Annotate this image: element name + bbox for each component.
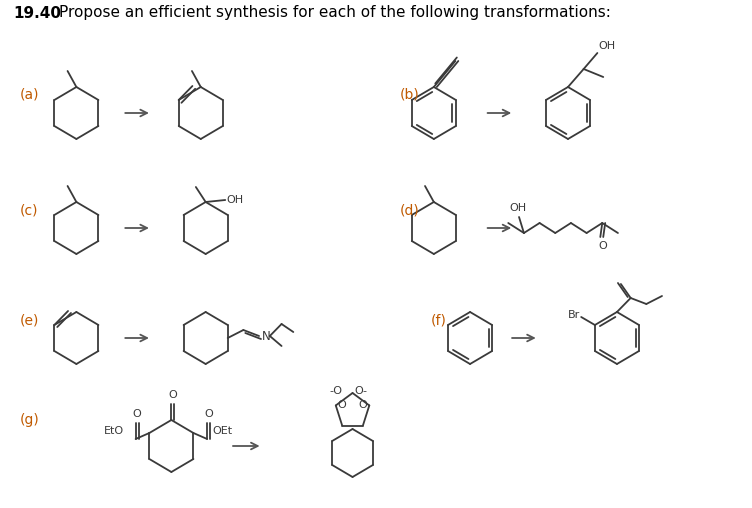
Text: Br: Br	[568, 310, 580, 320]
Text: (a): (a)	[20, 88, 39, 102]
Text: O: O	[205, 409, 213, 419]
Text: (c): (c)	[20, 203, 38, 217]
Text: O: O	[598, 241, 607, 251]
Text: OH: OH	[226, 195, 244, 205]
Text: (g): (g)	[20, 413, 39, 427]
Text: O: O	[359, 400, 367, 410]
Text: O-: O-	[354, 386, 368, 396]
Text: Propose an efficient synthesis for each of the following transformations:: Propose an efficient synthesis for each …	[59, 6, 611, 20]
Text: N: N	[262, 330, 271, 342]
Text: OEt: OEt	[212, 426, 232, 436]
Text: O: O	[338, 400, 347, 410]
Text: -O: -O	[329, 386, 343, 396]
Text: (f): (f)	[431, 313, 447, 327]
Text: (b): (b)	[399, 88, 420, 102]
Text: OH: OH	[510, 203, 526, 213]
Text: EtO: EtO	[105, 426, 124, 436]
Text: 19.40: 19.40	[14, 6, 62, 20]
Text: O: O	[168, 390, 177, 400]
Text: (e): (e)	[20, 313, 39, 327]
Text: O: O	[132, 409, 141, 419]
Text: OH: OH	[599, 41, 615, 51]
Text: (d): (d)	[399, 203, 420, 217]
